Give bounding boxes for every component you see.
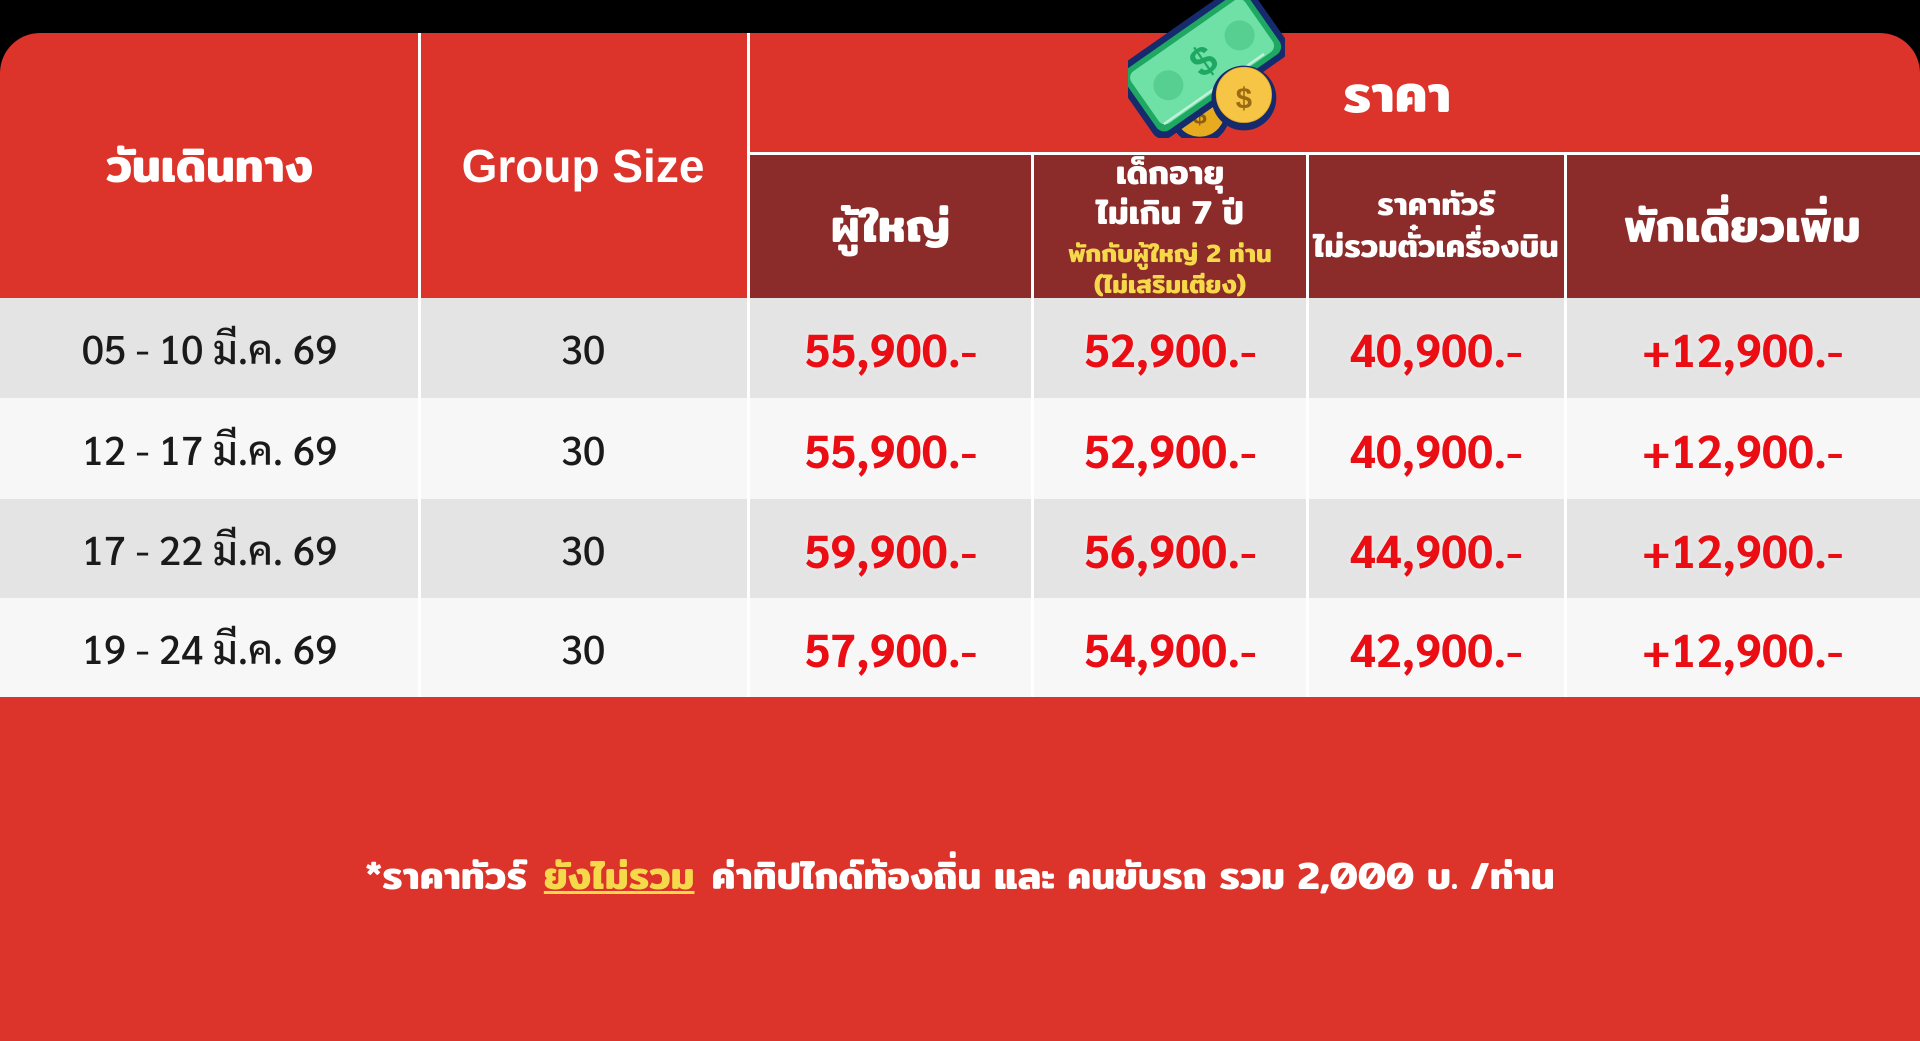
- svg-text:$: $: [1236, 83, 1252, 115]
